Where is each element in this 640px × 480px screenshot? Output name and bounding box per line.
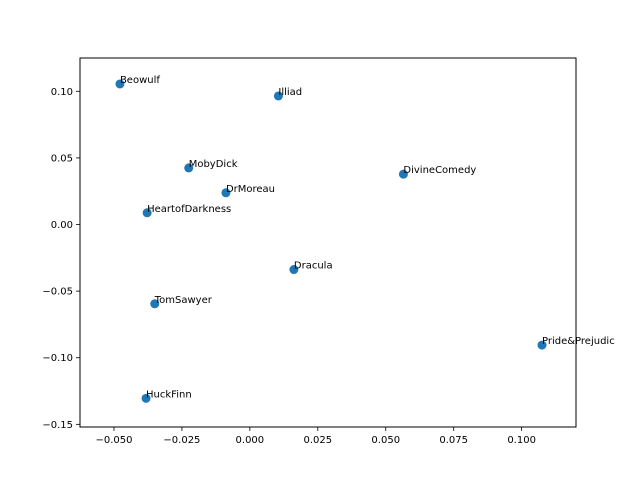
x-tick-label: 0.025 bbox=[303, 435, 332, 446]
y-tick-label: 0.00 bbox=[51, 220, 73, 231]
y-tick-label: −0.10 bbox=[42, 353, 73, 364]
data-point bbox=[273, 91, 283, 101]
data-point bbox=[150, 299, 160, 309]
data-point bbox=[115, 79, 125, 89]
y-tick-label: −0.05 bbox=[42, 287, 73, 298]
x-tick-label: 0.000 bbox=[236, 435, 265, 446]
data-point bbox=[289, 265, 299, 275]
data-point bbox=[184, 163, 194, 173]
data-point bbox=[537, 340, 547, 350]
y-tick-label: −0.15 bbox=[42, 420, 73, 431]
point-label: Beowulf bbox=[120, 75, 160, 86]
y-tick-label: 0.10 bbox=[51, 87, 73, 98]
point-label: MobyDick bbox=[189, 159, 238, 170]
point-label: TomSawyer bbox=[154, 295, 213, 306]
point-labels: Beowulf Illiad MobyDick DivineComedy DrMorea… bbox=[120, 75, 615, 400]
data-point bbox=[141, 393, 151, 403]
data-point bbox=[398, 169, 408, 179]
x-tick-label: −0.050 bbox=[95, 435, 132, 446]
x-axis-ticks: −0.050 −0.025 0.000 0.025 0.050 0.075 0.100 bbox=[95, 427, 536, 446]
point-label: HeartofDarkness bbox=[147, 204, 231, 215]
point-label: HuckFinn bbox=[146, 389, 192, 400]
y-axis-ticks: −0.15 −0.10 −0.05 0.00 0.05 0.10 bbox=[42, 87, 80, 431]
point-label: DivineComedy bbox=[403, 165, 476, 176]
data-point bbox=[142, 208, 152, 218]
x-tick-label: −0.025 bbox=[163, 435, 200, 446]
point-label: Pride&Prejudic bbox=[542, 336, 615, 347]
x-tick-label: 0.050 bbox=[371, 435, 400, 446]
y-tick-label: 0.05 bbox=[51, 153, 73, 164]
plot-frame bbox=[79, 57, 577, 428]
point-label: Illiad bbox=[278, 87, 302, 98]
x-tick-label: 0.075 bbox=[439, 435, 468, 446]
point-label: Dracula bbox=[294, 261, 333, 272]
x-tick-label: 0.100 bbox=[507, 435, 536, 446]
point-label: DrMoreau bbox=[226, 184, 275, 195]
data-point bbox=[221, 188, 231, 198]
data-points bbox=[115, 79, 547, 403]
